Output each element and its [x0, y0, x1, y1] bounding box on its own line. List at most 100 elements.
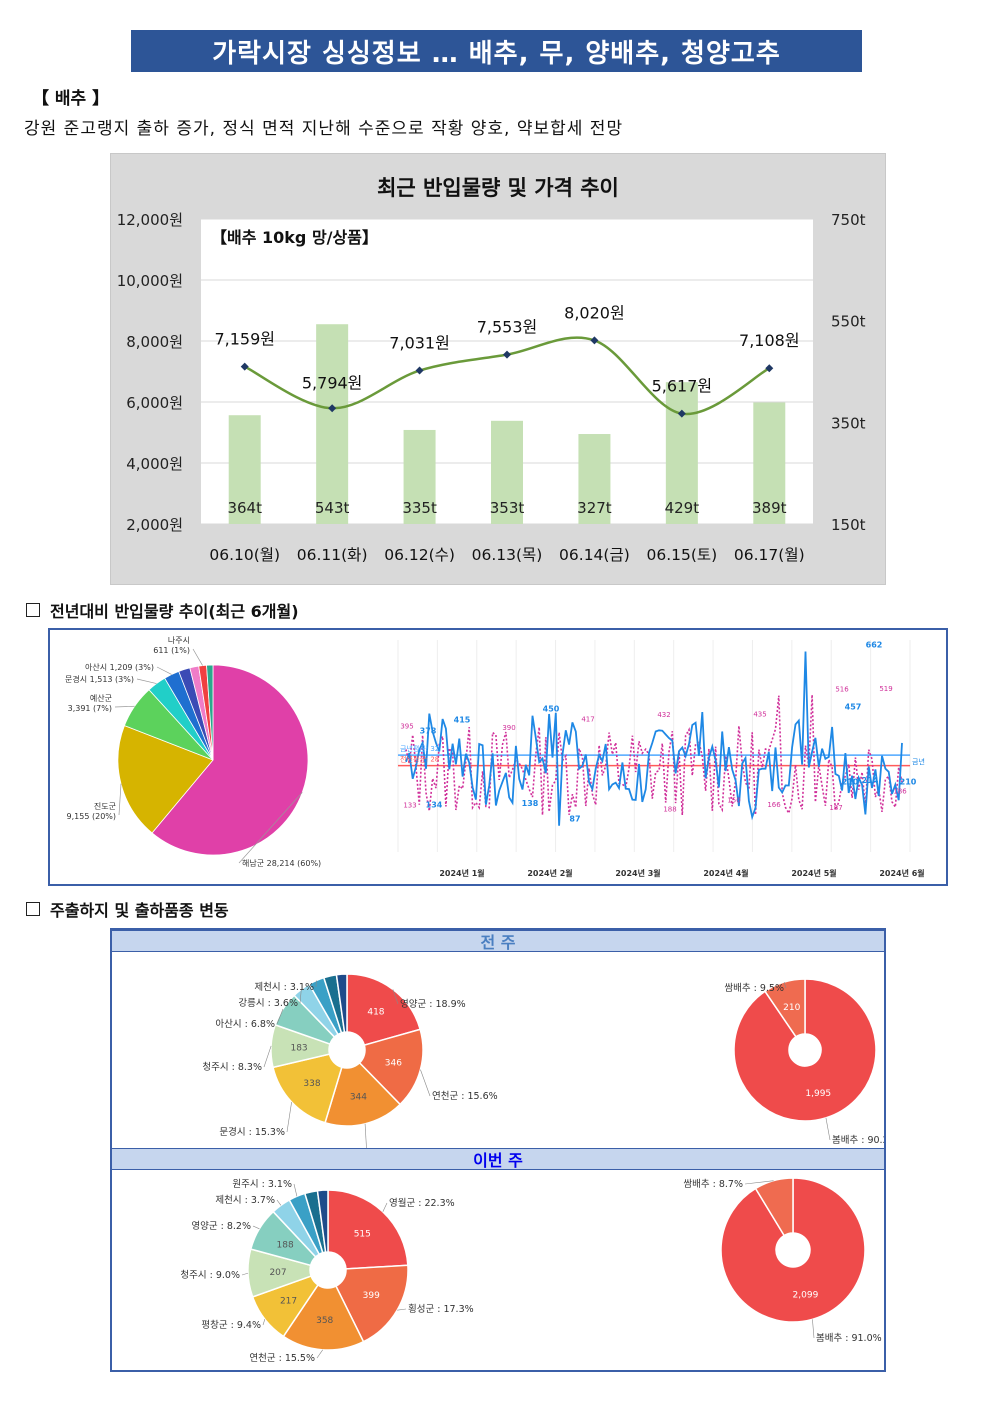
donut-value-label: 418	[367, 1008, 384, 1018]
this-week-variety-donut: 2,099 봄배추 : 91.0% 쌈배추 : 8.7%	[683, 1177, 882, 1344]
checkbox-square-icon	[26, 902, 40, 916]
previous-point-label: 390	[502, 724, 515, 732]
current-point-label: 134	[426, 800, 443, 809]
section-label: 【 배추 】	[32, 89, 110, 109]
donut-slice	[282, 1283, 365, 1351]
avg-label-current: 금년평균: 32	[400, 744, 439, 753]
bar-volume	[753, 402, 786, 524]
donut-slice	[335, 973, 348, 1034]
checkbox-square-icon	[26, 603, 40, 617]
donut-slice-label: 평창군 : 9.4%	[201, 1320, 261, 1331]
band-prev-week: 전 주	[112, 930, 884, 952]
current-point-label: 450	[543, 705, 560, 714]
x-tick-label: 06.11(화)	[297, 546, 368, 564]
bar-volume	[491, 420, 523, 524]
price-data-label: 7,031원	[389, 334, 450, 353]
price-volume-svg: 최근 반입물량 및 가격 추이 2,000원 4,000원 6,000원 8,000원 1…	[117, 176, 866, 564]
donut-value-label: 346	[385, 1058, 402, 1068]
bar-data-label: 389t	[752, 499, 787, 517]
donut-leader-line	[397, 1308, 407, 1311]
price-data-label: 8,020원	[564, 303, 625, 322]
x-tick-label: 06.12(수)	[384, 546, 455, 564]
donut-leader-line	[276, 1008, 284, 1025]
y-right-tick-label: 750t	[831, 211, 866, 229]
pie-slice-label: 나주시	[168, 636, 190, 645]
donut-value-label: 207	[269, 1268, 286, 1278]
donut-leader-line	[316, 1349, 323, 1359]
y-left-tick-label: 10,000원	[117, 272, 183, 290]
y-right-tick-label: 550t	[831, 313, 866, 331]
donut-slice	[327, 1189, 409, 1270]
price-data-label: 7,553원	[477, 318, 538, 337]
price-marker	[503, 350, 511, 359]
bar-data-label: 335t	[402, 499, 437, 517]
donut-slice-label: 영양군 : 8.2%	[191, 1221, 251, 1232]
donut-leader-line	[783, 982, 787, 989]
yoy-line-svg: 금년평균: 32 전년평균: 28 금년 378 415 450 662 457 210 134 8…	[397, 640, 925, 878]
x-month-label: 2024년 3월	[615, 868, 660, 878]
donut-leader-line	[276, 1199, 282, 1206]
previous-point-label: 395	[400, 722, 413, 730]
price-marker	[677, 409, 686, 418]
x-month-label: 2024년 4월	[703, 868, 748, 878]
previous-point-label: 519	[879, 685, 892, 693]
donut-slice-label: 쌈배추 : 9.5%	[724, 983, 784, 994]
donut-leader-line	[299, 989, 302, 1004]
donut-value-label: 2,099	[793, 1290, 819, 1300]
bar-volume	[228, 415, 261, 524]
pie-slice-label: 진도군	[94, 801, 116, 811]
y-left-tick-label: 2,000원	[126, 516, 183, 534]
price-marker	[765, 364, 774, 373]
series-name-current: 금년	[912, 757, 925, 766]
shipping-heading: 주출하지 및 출하품종 변동	[26, 897, 229, 921]
donut-slice	[358, 1028, 424, 1106]
price-data-label: 7,108원	[739, 331, 800, 350]
donut-leader-line	[241, 1272, 249, 1276]
donut-leader-line	[744, 1180, 774, 1185]
x-month-label: 2024년 2월	[527, 868, 572, 878]
price-marker	[415, 366, 424, 375]
previous-point-label: 186	[893, 787, 907, 795]
donut-value-label: 358	[316, 1316, 333, 1326]
bar-data-label: 353t	[490, 499, 525, 517]
x-tick-label: 06.14(금)	[559, 546, 630, 564]
page-title: 가락시장 싱싱정보 … 배추, 무, 양배추, 청양고추	[131, 30, 862, 72]
previous-point-label: 150	[727, 797, 740, 805]
chart-subtitle: 【배추 10kg 망/상품】	[211, 228, 378, 247]
donut-slice-label: 영월군 : 22.3%	[389, 1197, 455, 1209]
donut-value-label: 399	[363, 1291, 380, 1301]
donut-leader-line	[812, 1319, 815, 1339]
x-month-label: 2024년 6월	[879, 868, 924, 878]
y-right-tick-label: 350t	[831, 414, 866, 432]
donut-slice	[334, 1264, 409, 1343]
donut-slice	[272, 1053, 343, 1124]
donut-value-label: 217	[280, 1297, 297, 1307]
series-previous-year	[405, 694, 903, 816]
x-tick-label: 06.10(월)	[209, 546, 280, 564]
donut-slice-label: 문경시 : 15.3%	[219, 1126, 285, 1138]
y-left-tick-label: 4,000원	[126, 455, 183, 473]
pie-slice-label: 아산시 1,209 (3%)	[85, 662, 154, 672]
trend-heading: 전년대비 반입물량 추이(최근 6개월)	[26, 598, 299, 622]
donut-slice-label: 제천시 : 3.1%	[254, 982, 314, 993]
donut-slice-label: 원주시 : 3.1%	[232, 1179, 292, 1190]
donut-value-label: 188	[277, 1240, 294, 1250]
donut-slice-label: 쌈배추 : 8.7%	[683, 1179, 743, 1190]
price-data-label: 5,794원	[302, 373, 363, 392]
bar-volume	[316, 324, 349, 524]
donut-value-label: 338	[303, 1079, 320, 1089]
trend-heading-text: 전년대비 반입물량 추이(최근 6개월)	[50, 602, 299, 621]
donut-slice	[316, 1189, 329, 1253]
y-left-tick-label: 12,000원	[117, 211, 183, 229]
pie-slice-value: 611 (1%)	[153, 646, 190, 655]
price-marker	[328, 404, 337, 413]
pie-slice-value: 9,155 (20%)	[67, 812, 116, 821]
donut-value-label: 1,995	[805, 1089, 831, 1099]
bar-data-label: 543t	[315, 499, 350, 517]
x-month-label: 2024년 1월	[439, 868, 484, 878]
donut-slice-label: 봄배추 : 90.2%	[832, 1135, 884, 1146]
bar-data-label: 429t	[665, 499, 700, 517]
avg-label-previous: 전년평균: 28	[400, 755, 439, 764]
donut-leader-line	[252, 1225, 260, 1230]
